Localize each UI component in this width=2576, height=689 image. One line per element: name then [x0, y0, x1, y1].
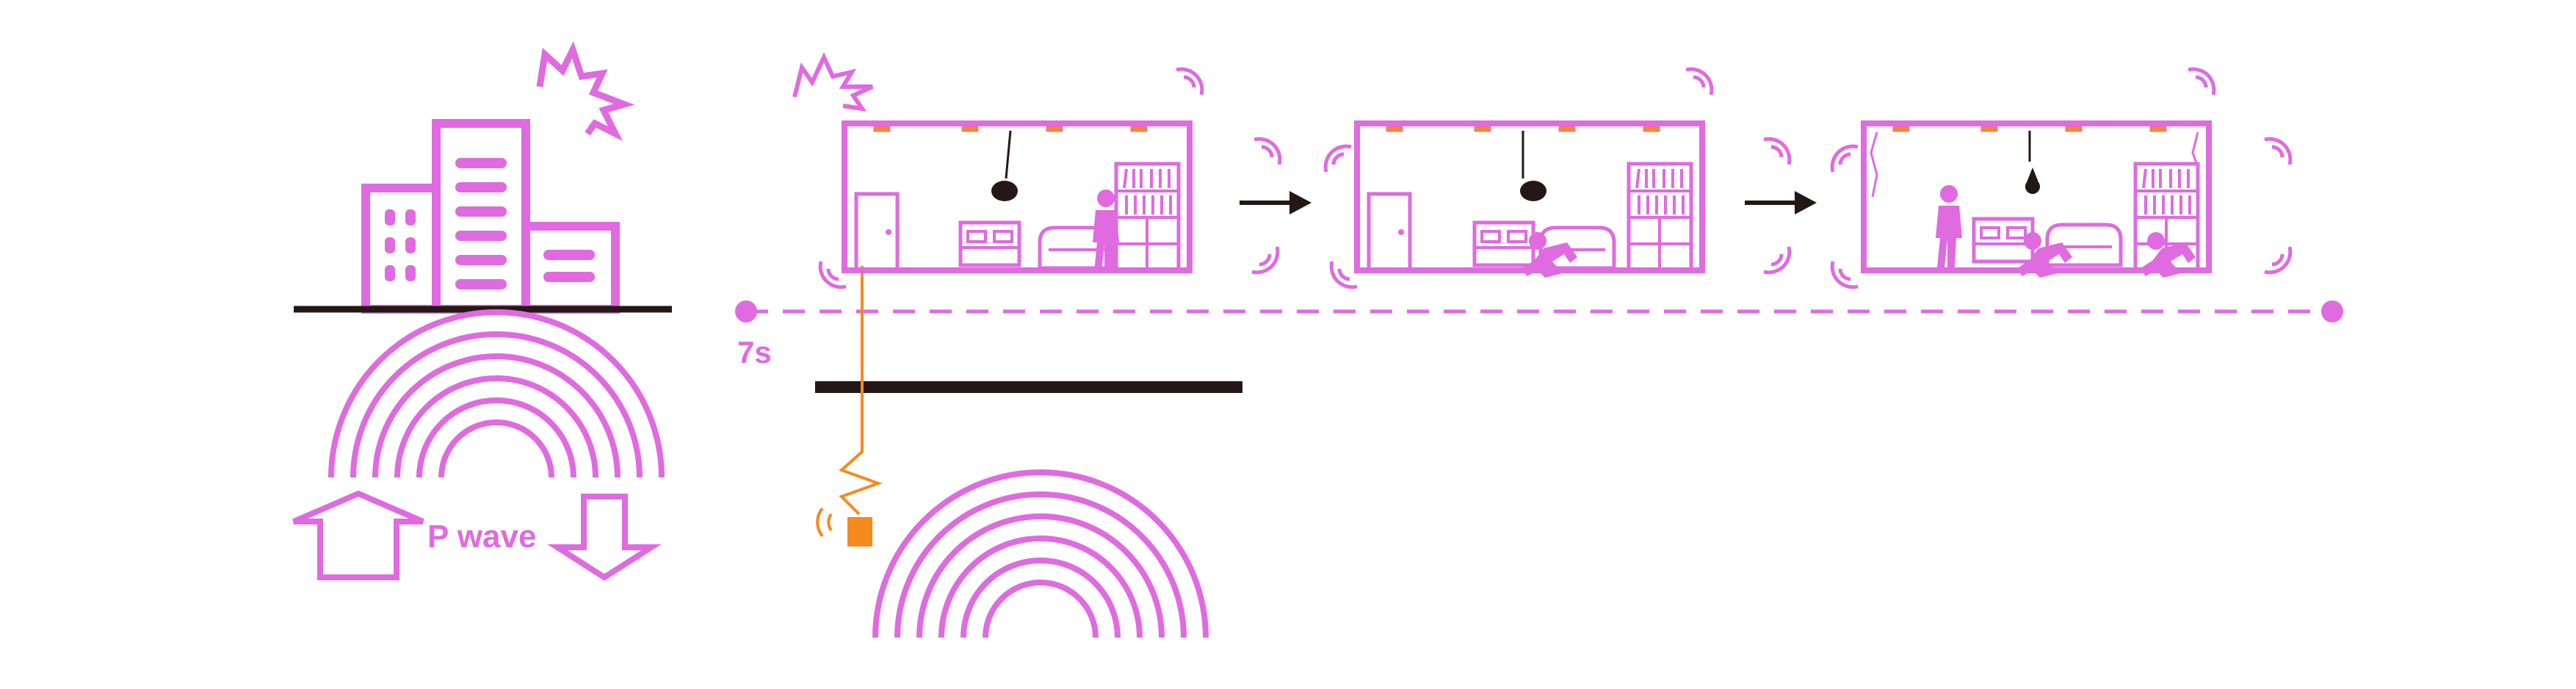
arrow-right-icon-1 — [1240, 191, 1311, 214]
sensor-signal-icon — [816, 507, 833, 538]
sensor-cable — [839, 266, 883, 516]
buildings-icon — [361, 119, 620, 314]
room-stage-1 — [844, 123, 1190, 272]
room-stage-2 — [1357, 123, 1702, 278]
shock-burst-icon-small — [792, 51, 874, 112]
arrow-down-icon — [547, 494, 662, 581]
timeline-end-dot — [2321, 300, 2343, 322]
vibration-marks-icon — [820, 69, 1280, 287]
p-wave-arcs — [331, 312, 662, 477]
arrow-up-icon — [292, 490, 424, 580]
time-label: 7s — [737, 335, 772, 369]
arrow-right-icon-2 — [1745, 191, 1817, 214]
shock-burst-icon — [536, 41, 635, 142]
timeline-start-dot — [735, 300, 757, 322]
sensor-wave-arcs — [875, 472, 1206, 638]
seismic-sensor-icon — [847, 517, 872, 546]
p-wave-label: P wave — [427, 519, 536, 555]
room-stage-3 — [1864, 123, 2209, 278]
